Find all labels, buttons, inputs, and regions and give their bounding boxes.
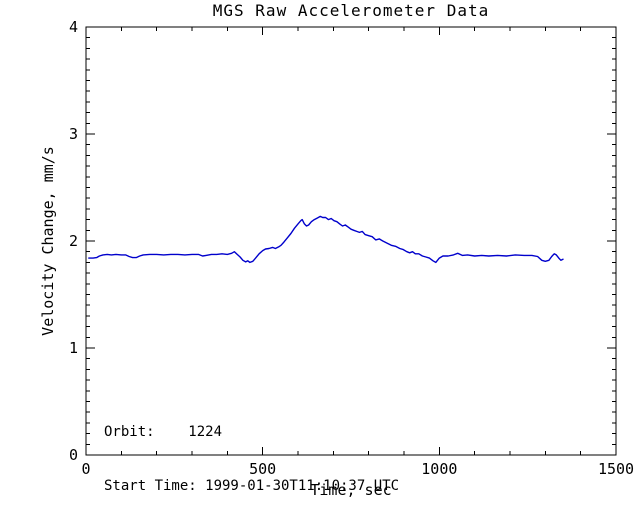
data-line xyxy=(88,215,564,264)
y-tick-label: 2 xyxy=(69,232,78,250)
x-tick-label: 1500 xyxy=(598,460,634,478)
x-tick-label: 0 xyxy=(81,460,90,478)
chart-title: MGS Raw Accelerometer Data xyxy=(212,1,490,20)
annotation-orbit: Orbit: 1224 xyxy=(104,424,223,440)
x-tick-label: 500 xyxy=(249,460,276,478)
y-tick-label: 4 xyxy=(69,18,78,36)
y-tick-label: 3 xyxy=(69,125,78,143)
y-tick-label: 1 xyxy=(69,339,78,357)
x-axis-label: Time, sec xyxy=(310,481,392,499)
annotation-start-time: Start Time: 1999-01-30T11:10:37 UTC xyxy=(104,478,400,494)
y-axis-label: Velocity Change, mm/s xyxy=(39,146,57,336)
annotation-block: Orbit: 1224 Start Time: 1999-01-30T11:10… xyxy=(104,387,399,512)
y-tick-label: 0 xyxy=(69,446,78,464)
x-tick-label: 1000 xyxy=(421,460,457,478)
